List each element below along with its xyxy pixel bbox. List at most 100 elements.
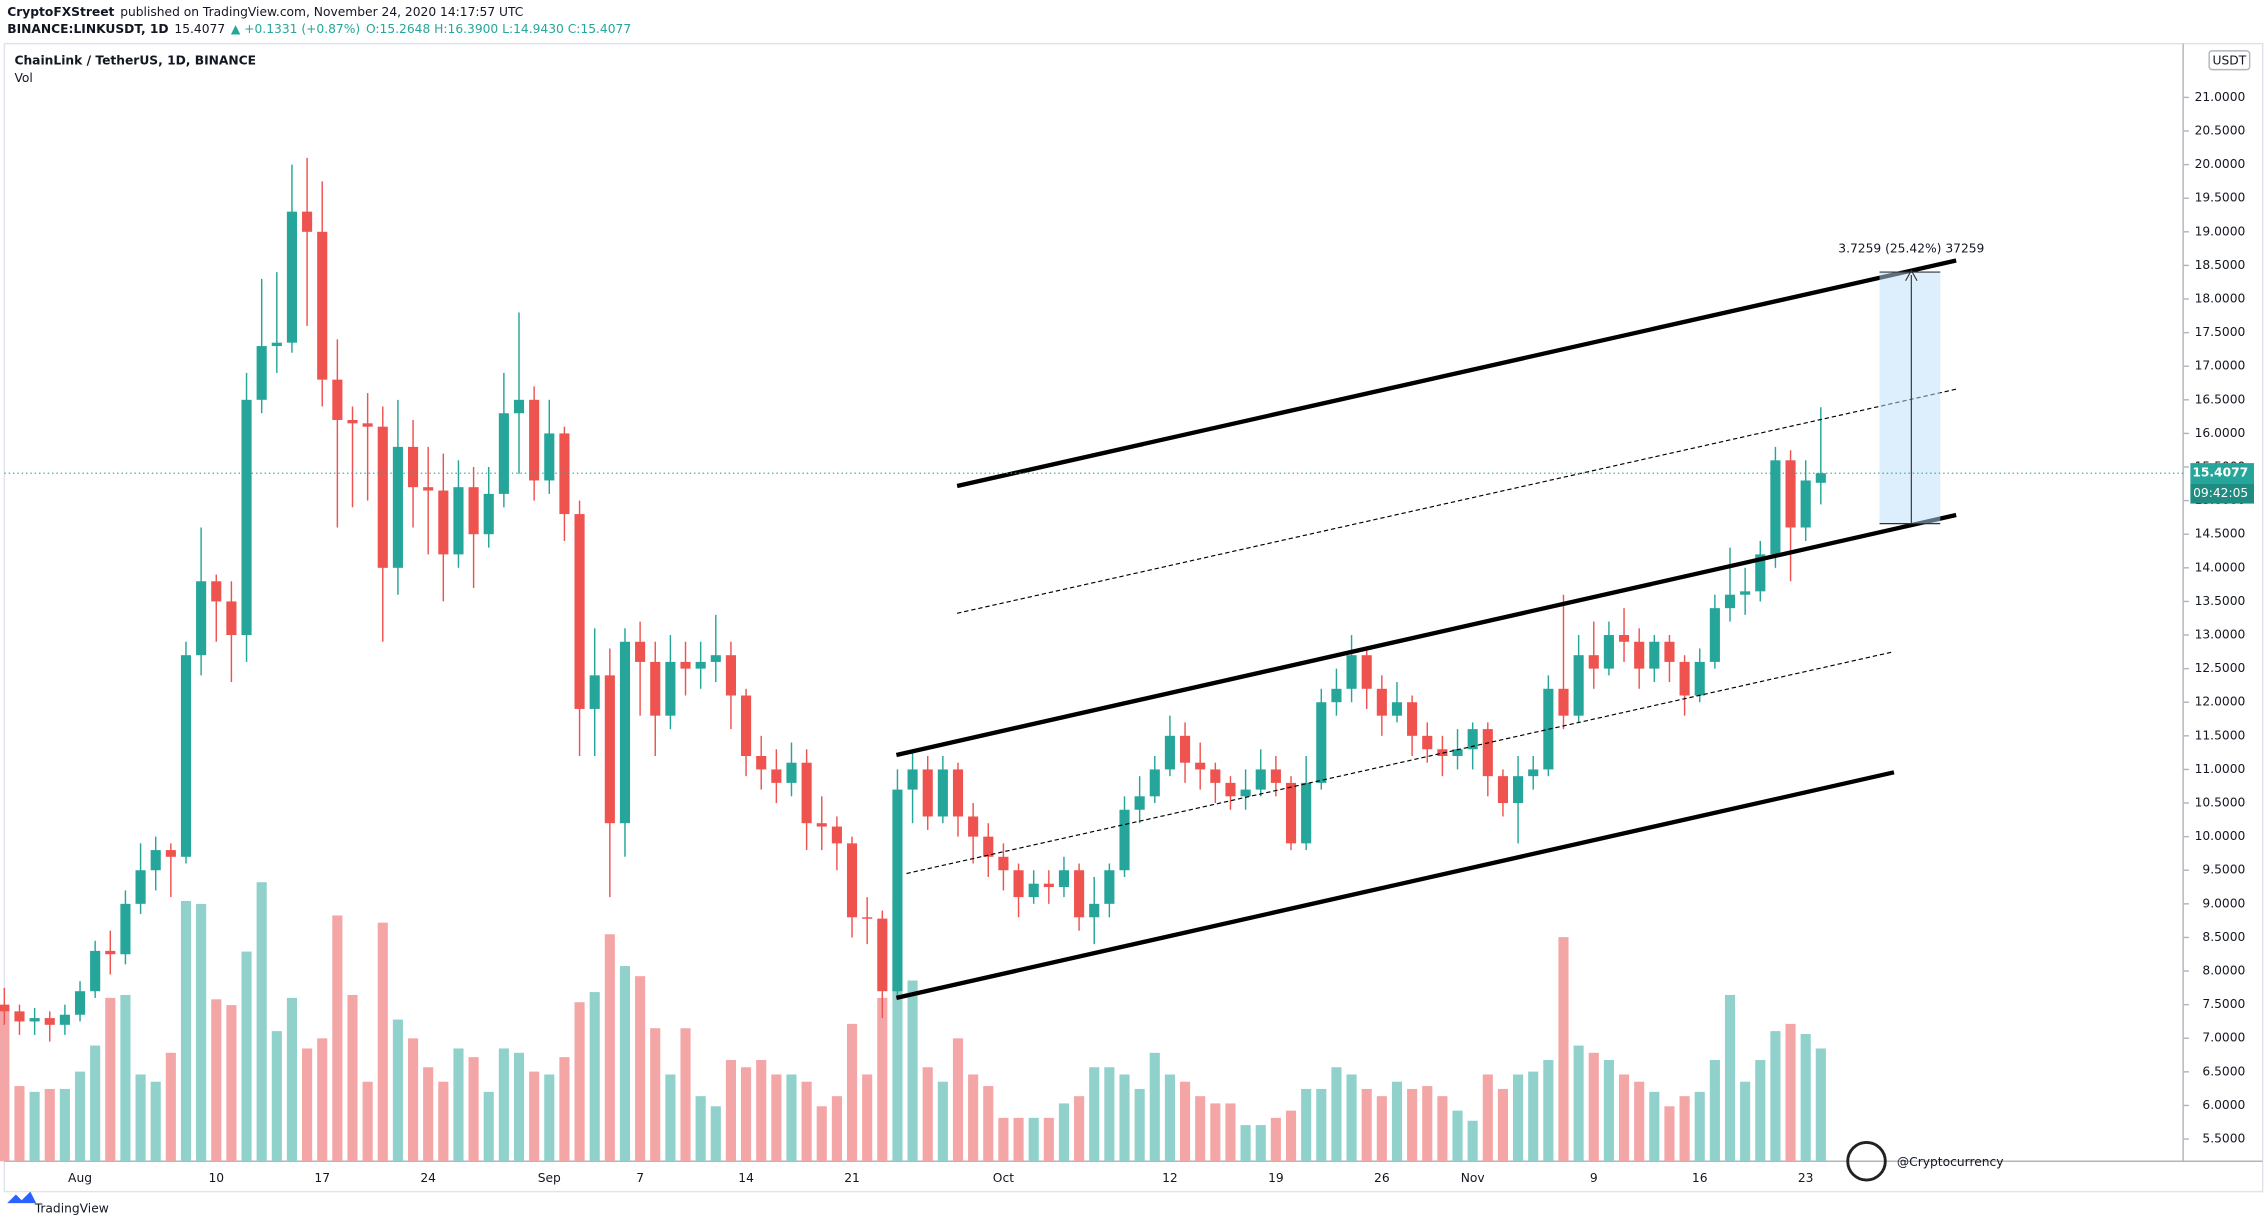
volume-bar xyxy=(1422,1086,1433,1162)
volume-bar xyxy=(619,966,631,1162)
volume-bar xyxy=(150,1081,161,1162)
candle-body xyxy=(937,769,948,817)
measure-tool: 3.7259 (25.42%) 37259 xyxy=(1838,241,1984,525)
y-tick-label: 5.5000 xyxy=(2202,1132,2245,1146)
volume-label: Vol xyxy=(14,71,32,85)
currency-box xyxy=(2208,50,2251,71)
candle-body xyxy=(1376,688,1387,716)
candle-body xyxy=(1301,782,1312,844)
candle-body xyxy=(1089,903,1100,918)
volume-bar xyxy=(105,997,116,1162)
volume-bar xyxy=(1528,1071,1539,1162)
candle-body xyxy=(619,641,631,824)
y-tick-label: 16.0000 xyxy=(2195,426,2246,440)
volume-bar xyxy=(1800,1034,1811,1162)
y-tick-label: 6.5000 xyxy=(2202,1064,2245,1078)
volume-bar xyxy=(1770,1031,1781,1162)
candle-body xyxy=(998,856,1009,871)
candle-body xyxy=(710,655,721,662)
x-tick-label: 17 xyxy=(314,1171,330,1185)
candle-body xyxy=(14,1011,25,1022)
volume-bar xyxy=(44,1088,55,1162)
volume-bar xyxy=(952,1038,964,1162)
candle-body xyxy=(362,423,373,427)
volume-bar xyxy=(968,1074,979,1162)
volume-bar xyxy=(1058,1103,1070,1162)
y-tick-label: 19.0000 xyxy=(2195,224,2246,238)
candle-body xyxy=(226,601,237,636)
last-price-box xyxy=(2190,463,2254,484)
volume-bar xyxy=(756,1060,767,1162)
volume-bar xyxy=(680,1028,691,1162)
volume-bar xyxy=(907,980,918,1162)
volume-bar xyxy=(1634,1081,1645,1162)
volume-bar xyxy=(196,903,207,1162)
candle-body xyxy=(862,917,873,919)
candle-body xyxy=(438,490,449,555)
x-tick-label: 16 xyxy=(1692,1171,1708,1185)
candle-body xyxy=(377,426,388,568)
volume-bar xyxy=(1407,1088,1418,1162)
volume-bar xyxy=(1285,1110,1297,1162)
y-tick-label: 7.0000 xyxy=(2202,1031,2245,1045)
candle-body xyxy=(1770,460,1781,555)
volume-bar xyxy=(438,1081,449,1162)
y-tick-label: 18.5000 xyxy=(2195,258,2246,272)
ohlc: O:15.2648 H:16.3900 L:14.9430 C:15.4077 xyxy=(366,22,631,36)
watermark-icon xyxy=(1846,1140,1887,1182)
candle-body xyxy=(1316,702,1327,783)
volume-bar xyxy=(1195,1096,1206,1162)
volume-bar xyxy=(1543,1060,1554,1162)
candle-body xyxy=(1195,762,1206,770)
x-tick-label: Sep xyxy=(538,1171,561,1185)
volume-bar xyxy=(846,1023,858,1162)
candle-body xyxy=(423,487,434,491)
volume-bar xyxy=(1618,1074,1630,1162)
candle-body xyxy=(44,1018,55,1025)
volume-bar xyxy=(1815,1048,1826,1162)
countdown-box xyxy=(2190,483,2254,504)
x-tick-label: 9 xyxy=(1590,1171,1598,1185)
volume-bar xyxy=(1755,1060,1766,1162)
candle-body xyxy=(211,581,222,602)
candle-body xyxy=(1588,655,1599,669)
candle-body xyxy=(453,487,464,555)
volume-bar xyxy=(1649,1091,1660,1162)
volume-bar xyxy=(1437,1096,1448,1162)
volume-bar xyxy=(544,1074,555,1162)
volume-bar xyxy=(211,999,222,1162)
candle-body xyxy=(1497,776,1509,804)
volume-bar xyxy=(877,997,888,1162)
y-tick-label: 16.5000 xyxy=(2195,392,2246,406)
candle-body xyxy=(407,446,419,488)
volume-bar xyxy=(529,1071,540,1162)
volume-bar xyxy=(589,992,600,1162)
volume-bar xyxy=(816,1106,827,1162)
volume-bar xyxy=(180,900,192,1162)
candle-body xyxy=(1407,702,1418,736)
volume-bar xyxy=(786,1074,797,1162)
candle-layer xyxy=(0,157,1826,1042)
x-tick-label: 12 xyxy=(1162,1171,1178,1185)
volume-bar xyxy=(286,997,298,1162)
candle-body xyxy=(256,346,267,400)
candle-body xyxy=(0,1004,10,1012)
volume-bar xyxy=(922,1067,933,1162)
candle-body xyxy=(1437,749,1448,756)
candle-body xyxy=(1573,655,1584,716)
candle-body xyxy=(544,433,555,481)
countdown: 09:42:05 xyxy=(2193,486,2248,500)
volume-bar xyxy=(892,900,903,1162)
candle-body xyxy=(1225,782,1236,797)
volume-bar xyxy=(483,1091,494,1162)
candle-body xyxy=(831,826,842,844)
chart-border xyxy=(3,42,2264,1193)
candle-body xyxy=(1043,883,1054,888)
x-tick-label: Aug xyxy=(68,1171,92,1185)
channel-midline xyxy=(956,388,1957,614)
candle-body xyxy=(1179,735,1191,763)
candle-body xyxy=(483,493,494,535)
candle-body xyxy=(120,903,131,955)
candle-body xyxy=(1361,655,1372,689)
measure-box xyxy=(1879,272,1941,524)
